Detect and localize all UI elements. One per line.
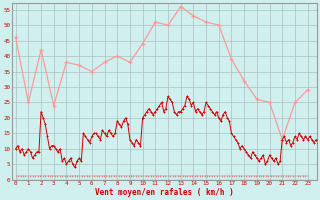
X-axis label: Vent moyen/en rafales ( km/h ): Vent moyen/en rafales ( km/h ) bbox=[95, 188, 234, 197]
